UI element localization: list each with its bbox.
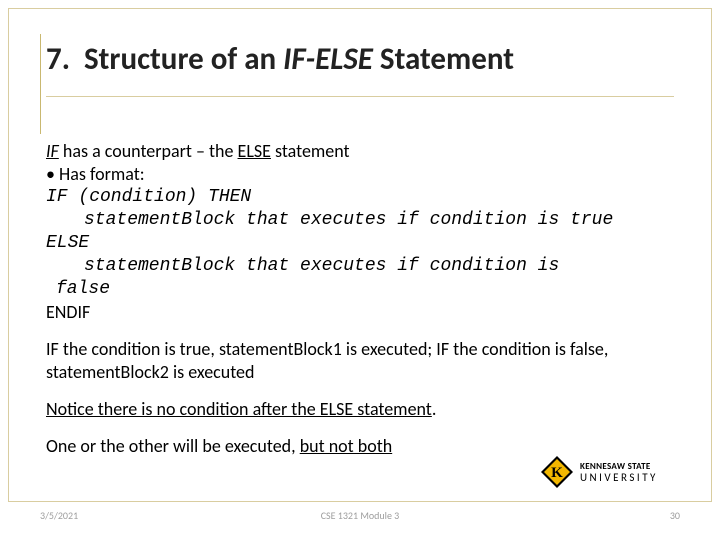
if-keyword: IF <box>46 140 59 162</box>
code-endif: ENDIF <box>46 301 674 324</box>
line-1: IF has a counterpart – the ELSE statemen… <box>46 140 674 163</box>
footer-page-number: 30 <box>670 509 680 522</box>
title-suffix: Statement <box>373 40 514 78</box>
one-or-other-a: One or the other will be executed, <box>46 435 300 457</box>
slide: 7. Structure of an IF-ELSE Statement IF … <box>0 0 720 540</box>
footer-course: CSE 1321 Module 3 <box>0 509 720 522</box>
paragraph-explanation: IF the condition is true, statementBlock… <box>46 338 674 384</box>
notice-period: . <box>432 398 437 420</box>
svg-text:K: K <box>551 465 563 481</box>
code-if: IF (condition) THEN <box>46 186 674 209</box>
accent-line <box>40 34 41 134</box>
notice-underline: Notice there is no condition after the E… <box>46 398 432 420</box>
one-or-other-b: but not both <box>300 435 393 457</box>
code-else: ELSE <box>46 232 674 255</box>
logo-text: KENNESAW STATE UNIVERSITY <box>580 462 658 483</box>
code-true-block: statementBlock that executes if conditio… <box>46 209 674 232</box>
line1-end: statement <box>271 140 350 162</box>
paragraph-notice: Notice there is no condition after the E… <box>46 398 674 421</box>
title-italic: IF-ELSE <box>283 40 373 78</box>
title-number: 7. <box>46 40 70 78</box>
slide-body: IF has a counterpart – the ELSE statemen… <box>46 140 674 458</box>
logo-bottom-text: UNIVERSITY <box>580 472 658 483</box>
code-false-block-2: false <box>46 278 674 301</box>
else-keyword: ELSE <box>238 140 271 162</box>
university-logo: K KENNESAW STATE UNIVERSITY <box>540 454 680 490</box>
slide-title: 7. Structure of an IF-ELSE Statement <box>46 40 674 97</box>
line1-mid: has a counterpart – the <box>59 140 238 162</box>
code-false-block-1: statementBlock that executes if conditio… <box>46 255 674 278</box>
bullet-format: • Has format: <box>46 163 674 186</box>
title-prefix: Structure of an <box>84 40 283 78</box>
logo-top-text: KENNESAW STATE <box>580 462 658 471</box>
logo-badge-icon: K <box>540 455 574 489</box>
